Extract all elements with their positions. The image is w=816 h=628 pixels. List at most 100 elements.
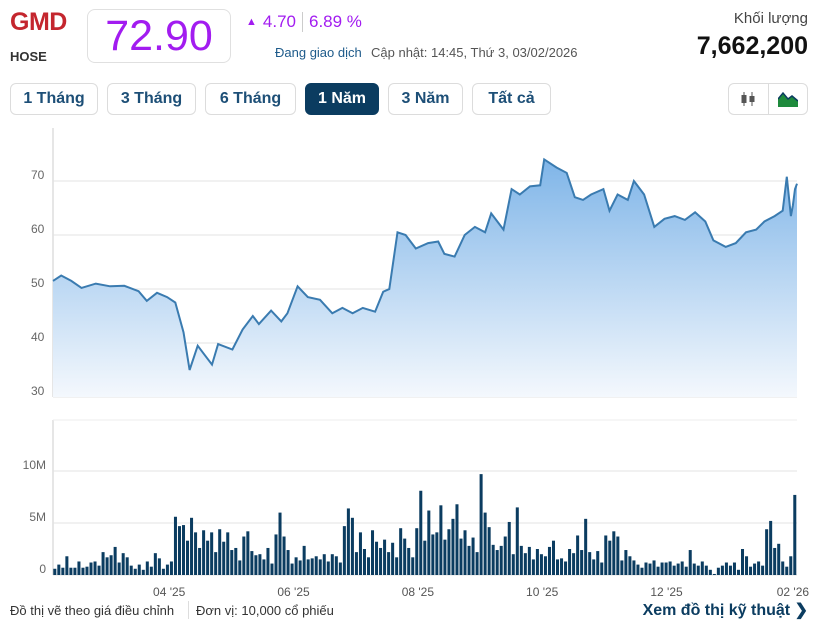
volume-bar bbox=[246, 531, 250, 575]
volume-bar bbox=[789, 556, 793, 575]
volume-bar bbox=[145, 561, 149, 575]
volume-bar bbox=[539, 554, 543, 575]
volume-bar bbox=[487, 527, 491, 575]
y-tick-label: 60 bbox=[31, 222, 45, 236]
volume-bar bbox=[483, 512, 487, 575]
volume-bar bbox=[644, 562, 648, 575]
tab-1-month[interactable]: 1 Tháng bbox=[10, 83, 98, 115]
volume-bar bbox=[234, 547, 238, 575]
volume-bar bbox=[740, 549, 745, 575]
volume-bar bbox=[592, 559, 596, 575]
volume-bar bbox=[455, 504, 459, 575]
volume-bar bbox=[89, 562, 93, 575]
volume-bar bbox=[660, 562, 664, 575]
volume-bar bbox=[724, 562, 728, 575]
area-chart-button[interactable] bbox=[769, 84, 808, 114]
volume-bar bbox=[716, 567, 720, 575]
price-area-fill bbox=[53, 159, 797, 397]
volume-bar bbox=[57, 564, 61, 575]
volume-bar bbox=[330, 554, 334, 575]
volume-bar bbox=[781, 561, 785, 575]
volume-bar bbox=[511, 554, 515, 575]
volume-bar bbox=[684, 566, 688, 575]
volume-bar bbox=[161, 568, 165, 575]
volume-bar bbox=[186, 540, 190, 575]
volume-bar bbox=[346, 508, 350, 575]
change-percent: 6.89 % bbox=[308, 12, 362, 31]
tab-3-months[interactable]: 3 Tháng bbox=[107, 83, 196, 115]
volume-bar bbox=[628, 556, 632, 575]
volume-bar bbox=[322, 554, 326, 575]
volume-bar bbox=[266, 547, 270, 575]
price-value: 72.90 bbox=[105, 11, 213, 60]
tab-3-years[interactable]: 3 Năm bbox=[388, 83, 463, 115]
tab-all[interactable]: Tất cả bbox=[472, 83, 551, 115]
volume-bar bbox=[254, 555, 258, 575]
y-tick-label: 0 bbox=[39, 562, 46, 576]
volume-bar bbox=[732, 562, 736, 575]
chart-type-switch bbox=[728, 83, 808, 115]
volume-bar bbox=[230, 550, 234, 575]
volume-bar bbox=[535, 549, 539, 575]
volume-bar bbox=[371, 530, 375, 575]
volume-bar bbox=[527, 546, 531, 575]
volume-bar bbox=[475, 552, 479, 575]
volume-bar bbox=[608, 540, 612, 575]
volume-bar bbox=[576, 535, 580, 575]
volume-bar bbox=[499, 545, 503, 575]
volume-bar bbox=[282, 536, 286, 575]
volume-bar bbox=[672, 565, 676, 575]
volume-bar bbox=[121, 553, 125, 575]
x-tick-label: 12 '25 bbox=[650, 585, 683, 599]
volume-bar bbox=[676, 563, 680, 575]
volume-label: Khối lượng bbox=[733, 10, 808, 27]
volume-bar bbox=[165, 564, 169, 575]
volume-bar bbox=[439, 505, 443, 575]
volume-bar bbox=[572, 553, 576, 575]
volume-bar bbox=[620, 560, 624, 575]
volume-bar bbox=[793, 494, 797, 575]
volume-bar bbox=[117, 562, 121, 575]
volume-bar bbox=[270, 563, 274, 575]
volume-bar bbox=[427, 510, 431, 575]
trading-status: Đang giao dịch bbox=[275, 45, 362, 60]
volume-bar bbox=[560, 558, 564, 575]
volume-bar bbox=[153, 553, 157, 575]
candlestick-icon bbox=[741, 92, 755, 106]
candlestick-button[interactable] bbox=[729, 84, 769, 114]
volume-bar bbox=[600, 562, 604, 575]
volume-bar bbox=[314, 556, 318, 575]
x-tick-label: 08 '25 bbox=[402, 585, 435, 599]
volume-bar bbox=[149, 566, 153, 575]
volume-bar bbox=[700, 561, 704, 575]
technical-chart-link[interactable]: Xem đồ thị kỹ thuật ❯ bbox=[643, 600, 808, 620]
volume-bar bbox=[157, 558, 161, 575]
volume-bar bbox=[656, 566, 660, 575]
exchange-label: HOSE bbox=[10, 49, 47, 64]
volume-bar bbox=[226, 532, 230, 575]
tab-1-year[interactable]: 1 Năm bbox=[305, 83, 379, 115]
volume-bar bbox=[61, 567, 65, 575]
volume-bar bbox=[210, 532, 214, 575]
volume-bar bbox=[169, 561, 173, 575]
volume-bar bbox=[785, 566, 789, 575]
y-tick-label: 10M bbox=[23, 458, 46, 472]
price-chart: 30 40 50 60 70 bbox=[31, 128, 798, 398]
volume-bar bbox=[69, 567, 73, 575]
volume-bar bbox=[387, 552, 391, 575]
x-tick-label: 06 '25 bbox=[277, 585, 310, 599]
volume-bar bbox=[612, 531, 616, 575]
volume-bar bbox=[173, 516, 177, 575]
y-tick-label: 5M bbox=[29, 510, 46, 524]
volume-bar bbox=[584, 518, 588, 575]
up-triangle-icon: ▲ bbox=[246, 16, 257, 28]
y-tick-label: 50 bbox=[31, 276, 45, 290]
volume-bar bbox=[708, 569, 712, 575]
tab-6-months[interactable]: 6 Tháng bbox=[205, 83, 296, 115]
volume-bar bbox=[491, 544, 495, 575]
volume-bar bbox=[262, 559, 266, 575]
volume-bar bbox=[101, 552, 105, 575]
volume-bar bbox=[358, 532, 362, 575]
volume-bar bbox=[278, 512, 282, 575]
volume-bar bbox=[411, 557, 415, 575]
